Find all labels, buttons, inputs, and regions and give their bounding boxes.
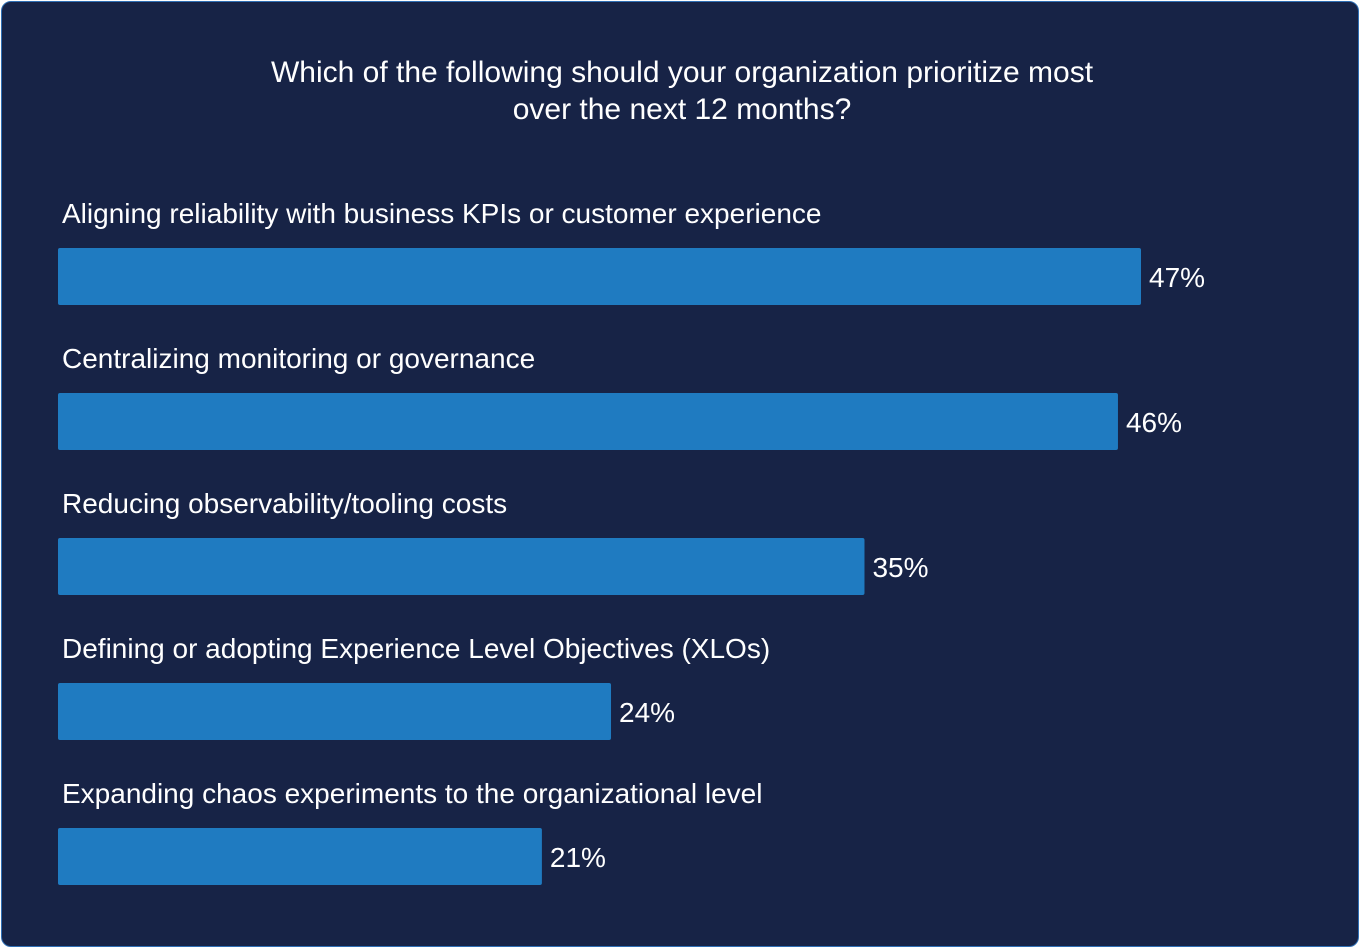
bar <box>58 393 1118 450</box>
category-label: Defining or adopting Experience Level Ob… <box>62 633 770 664</box>
bar <box>58 683 612 740</box>
value-label: 47% <box>1149 262 1205 293</box>
category-label: Expanding chaos experiments to the organ… <box>62 778 762 809</box>
value-label: 24% <box>619 697 675 728</box>
bar <box>58 828 542 885</box>
bar <box>58 248 1141 305</box>
chart-title: Which of the following should your organ… <box>2 54 1362 128</box>
bar <box>58 538 865 595</box>
value-label: 46% <box>1126 407 1182 438</box>
chart-title-line-2: over the next 12 months? <box>512 93 852 126</box>
category-label: Aligning reliability with business KPIs … <box>62 198 821 229</box>
chart-title-line-1: Which of the following should your organ… <box>270 56 1094 89</box>
value-label: 21% <box>550 842 606 873</box>
category-label: Centralizing monitoring or governance <box>62 343 535 374</box>
category-label: Reducing observability/tooling costs <box>62 488 507 519</box>
value-label: 35% <box>872 552 928 583</box>
